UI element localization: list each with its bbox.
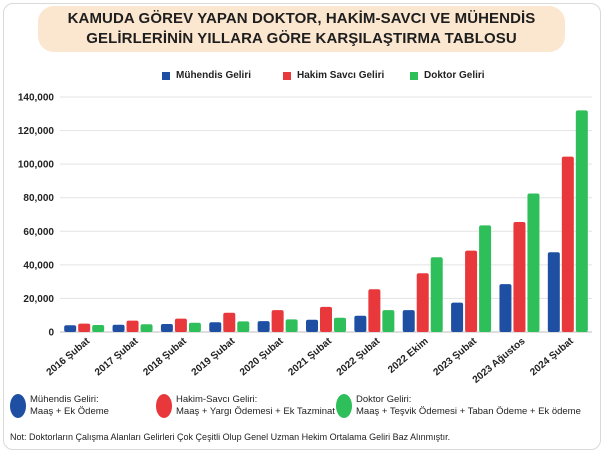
x-tick-label: 2020 Şubat <box>238 335 286 378</box>
bar <box>160 323 173 332</box>
bar <box>285 319 298 332</box>
bar <box>575 110 588 332</box>
bar <box>368 289 381 332</box>
bar <box>188 322 201 332</box>
bottom-legend-title-muhendis: Mühendis Geliri: <box>30 394 99 405</box>
page-frame <box>3 3 601 450</box>
x-tick-label: 2019 Şubat <box>190 335 238 378</box>
bar <box>354 315 367 332</box>
bottom-legend-detail-hakim: Maaş + Yargı Ödemesi + Ek Tazminat <box>176 406 335 417</box>
y-tick-label: 0 <box>48 328 54 339</box>
y-tick-label: 40,000 <box>23 260 54 271</box>
chart-title-line-1: KAMUDA GÖREV YAPAN DOKTOR, HAKİM-SAVCI V… <box>67 10 536 27</box>
x-tick-label: 2022 Şubat <box>335 335 383 378</box>
bottom-legend-dot-doktor <box>336 394 352 418</box>
bar <box>78 323 91 332</box>
bottom-legend: Mühendis Geliri: Maaş + Ek Ödeme Hakim-S… <box>0 394 604 430</box>
y-tick-label: 140,000 <box>18 93 55 104</box>
y-tick-label: 60,000 <box>23 227 54 238</box>
bar <box>382 310 395 332</box>
legend-label-doktor: Doktor Geliri <box>424 70 485 81</box>
bar <box>547 252 560 332</box>
bar <box>320 306 332 332</box>
bar <box>465 250 478 332</box>
legend-swatch-muhendis <box>162 71 170 80</box>
bottom-legend-title-hakim: Hakim-Savcı Geliri: <box>176 394 258 405</box>
bottom-legend-title-doktor: Doktor Geliri: <box>356 394 412 405</box>
bottom-legend-detail-muhendis: Maaş + Ek Ödeme <box>30 406 109 417</box>
bar <box>430 257 443 332</box>
x-tick-label: 2017 Şubat <box>93 335 141 378</box>
legend-label-hakim: Hakim Savcı Geliri <box>297 70 385 81</box>
bottom-legend-hakim: Hakim-Savcı Geliri: Maaş + Yargı Ödemesi… <box>156 394 335 418</box>
bar <box>223 312 236 332</box>
bar <box>499 284 512 332</box>
bottom-legend-doktor: Doktor Geliri: Maaş + Teşvik Ödemesi + T… <box>336 394 581 418</box>
chart-title: KAMUDA GÖREV YAPAN DOKTOR, HAKİM-SAVCI V… <box>38 6 565 52</box>
x-tick-label: 2023 Şubat <box>431 335 479 378</box>
bar <box>451 302 464 332</box>
legend-swatch-hakim <box>283 71 291 80</box>
bar <box>92 324 105 332</box>
bottom-legend-dot-muhendis <box>10 394 26 418</box>
bottom-legend-detail-doktor: Maaş + Teşvik Ödemesi + Taban Ödeme + Ek… <box>356 406 581 417</box>
footnote: Not: Doktorların Çalışma Alanları Gelirl… <box>10 432 451 442</box>
bar <box>237 321 250 332</box>
legend-label-muhendis: Mühendis Geliri <box>176 70 252 81</box>
bar <box>334 317 346 332</box>
bar <box>112 324 125 332</box>
y-tick-label: 20,000 <box>23 294 54 305</box>
bar <box>126 320 139 332</box>
legend-swatch-doktor <box>410 71 418 80</box>
bar <box>306 319 318 332</box>
bar <box>64 325 77 332</box>
bar-chart: 0 20,000 40,000 60,000 80,000 100,000 120,000 1… <box>18 93 592 386</box>
legend-item-muhendis: Mühendis Geliri <box>162 70 251 81</box>
bar <box>402 310 415 332</box>
x-tick-label: 2018 Şubat <box>141 335 189 378</box>
bar <box>416 273 429 332</box>
x-tick-label: 2016 Şubat <box>45 335 93 378</box>
chart-title-line-2: GELİRLERİNİN YILLARA GÖRE KARŞILAŞTIRMA … <box>86 30 517 47</box>
y-tick-label: 100,000 <box>18 160 55 171</box>
y-tick-label: 80,000 <box>23 193 54 204</box>
bar <box>257 321 270 332</box>
legend-item-hakim: Hakim Savcı Geliri <box>283 70 384 81</box>
bar <box>561 156 574 332</box>
legend-item-doktor: Doktor Geliri <box>410 70 485 81</box>
bar <box>174 318 187 332</box>
x-tick-label: 2024 Şubat <box>528 335 576 378</box>
bar <box>527 193 540 332</box>
bottom-legend-dot-hakim <box>156 394 172 418</box>
bottom-legend-muhendis: Mühendis Geliri: Maaş + Ek Ödeme <box>10 394 109 418</box>
bar <box>271 310 284 332</box>
legend: Mühendis Geliri Hakim Savcı Geliri Dokto… <box>0 70 604 86</box>
bar <box>209 322 222 332</box>
bar <box>513 222 526 332</box>
bar <box>140 324 153 332</box>
x-tick-label: 2021 Şubat <box>286 335 334 378</box>
bar <box>479 225 492 332</box>
x-tick-label: 2023 Ağustos <box>471 336 528 386</box>
x-tick-label: 2022 Ekim <box>386 336 431 376</box>
y-tick-label: 120,000 <box>18 126 55 137</box>
